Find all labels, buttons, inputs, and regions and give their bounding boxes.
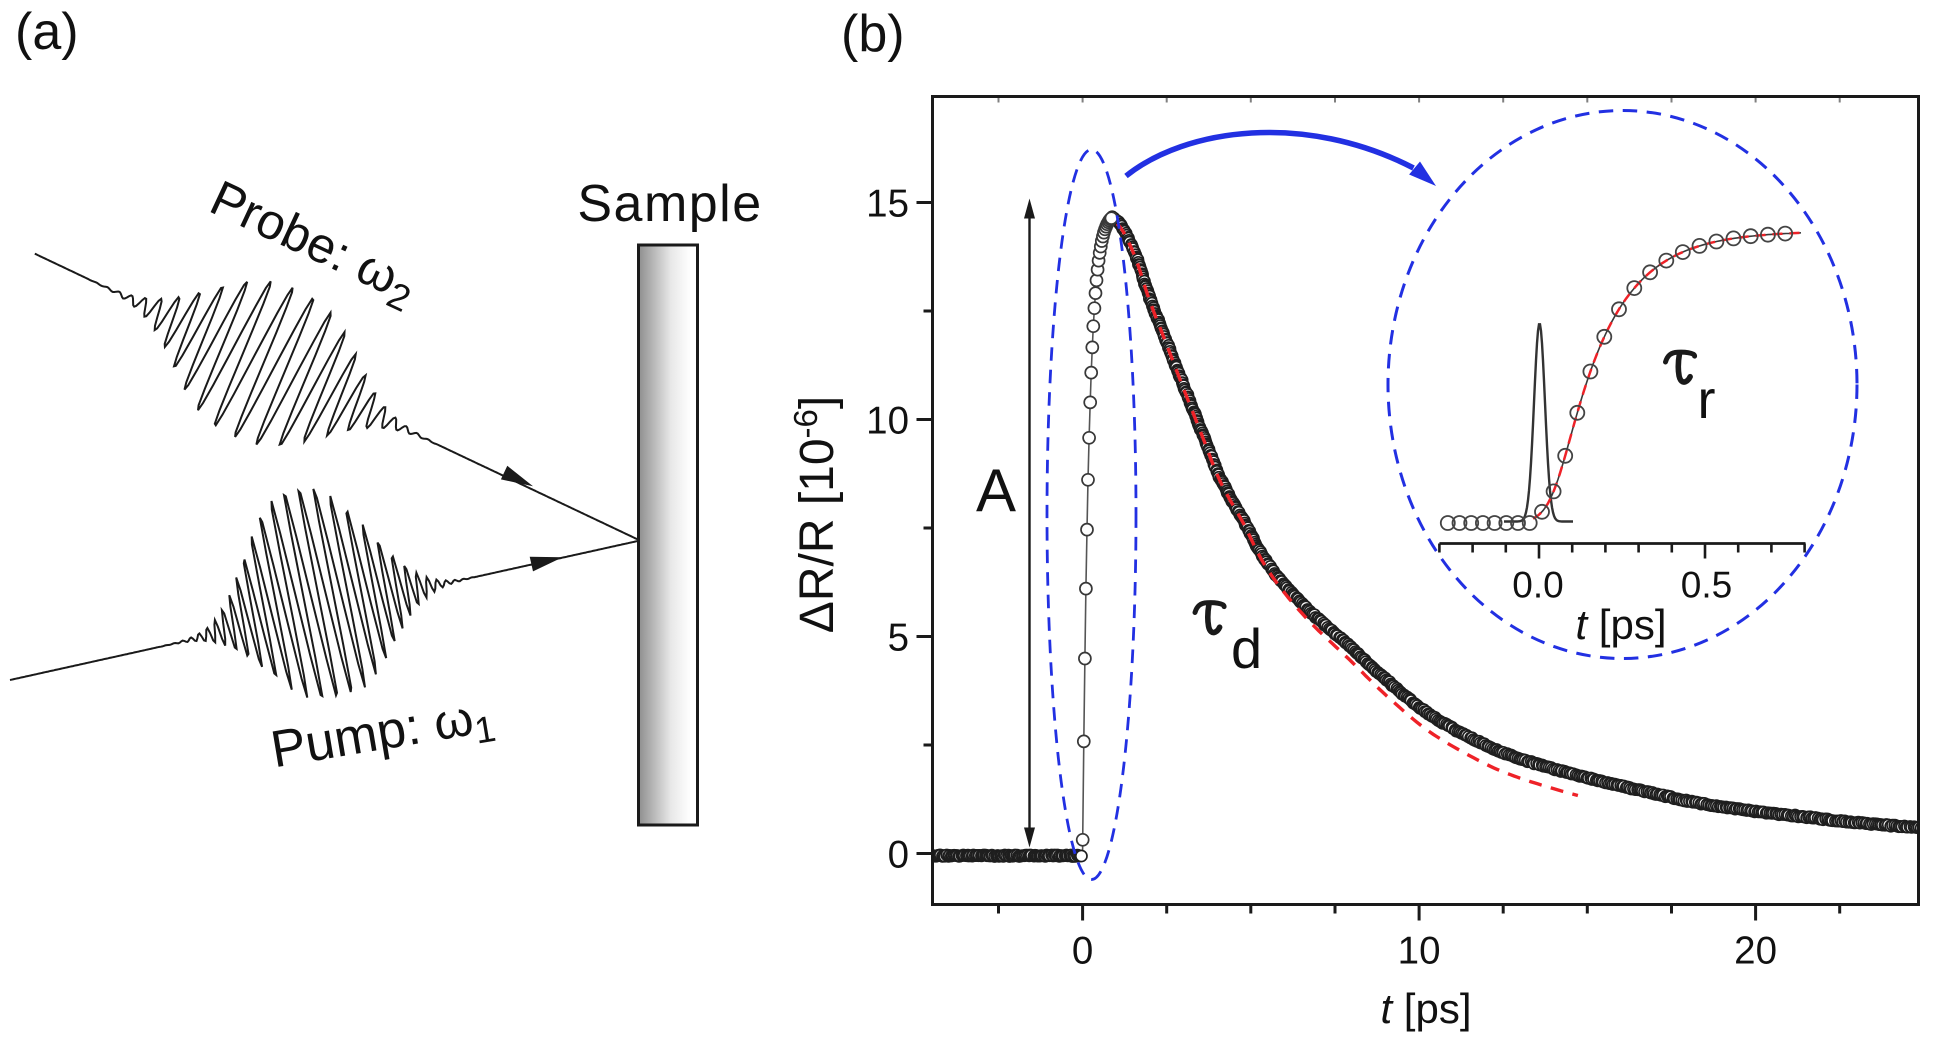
svg-text:t [ps]: t [ps] [1575,601,1666,648]
svg-text:10: 10 [866,400,909,443]
svg-text:5: 5 [888,617,909,660]
svg-text:20: 20 [1734,930,1777,973]
svg-text:(b): (b) [841,5,905,63]
svg-text:15: 15 [866,183,909,226]
svg-text:d: d [1231,617,1262,680]
svg-text:r: r [1698,370,1716,430]
svg-text:t [ps]: t [ps] [1380,985,1471,1032]
svg-text:(a): (a) [15,3,79,61]
svg-text:0: 0 [888,834,909,877]
svg-text:0.5: 0.5 [1681,565,1732,606]
svg-text:0: 0 [1072,930,1093,973]
svg-text:Sample: Sample [577,175,762,233]
svg-text:A: A [976,457,1016,524]
svg-text:0.0: 0.0 [1512,565,1563,606]
svg-text:10: 10 [1398,930,1441,973]
